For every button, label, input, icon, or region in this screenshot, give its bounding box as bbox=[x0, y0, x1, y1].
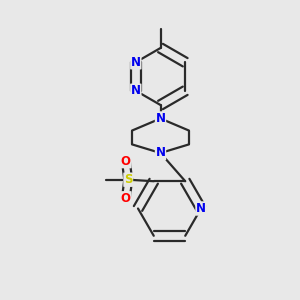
Text: S: S bbox=[124, 173, 133, 186]
Text: O: O bbox=[121, 192, 131, 205]
Text: N: N bbox=[131, 56, 141, 69]
Text: N: N bbox=[131, 84, 141, 97]
Text: N: N bbox=[155, 112, 166, 125]
Text: O: O bbox=[121, 154, 131, 168]
Text: N: N bbox=[155, 146, 166, 160]
Text: N: N bbox=[196, 202, 206, 215]
